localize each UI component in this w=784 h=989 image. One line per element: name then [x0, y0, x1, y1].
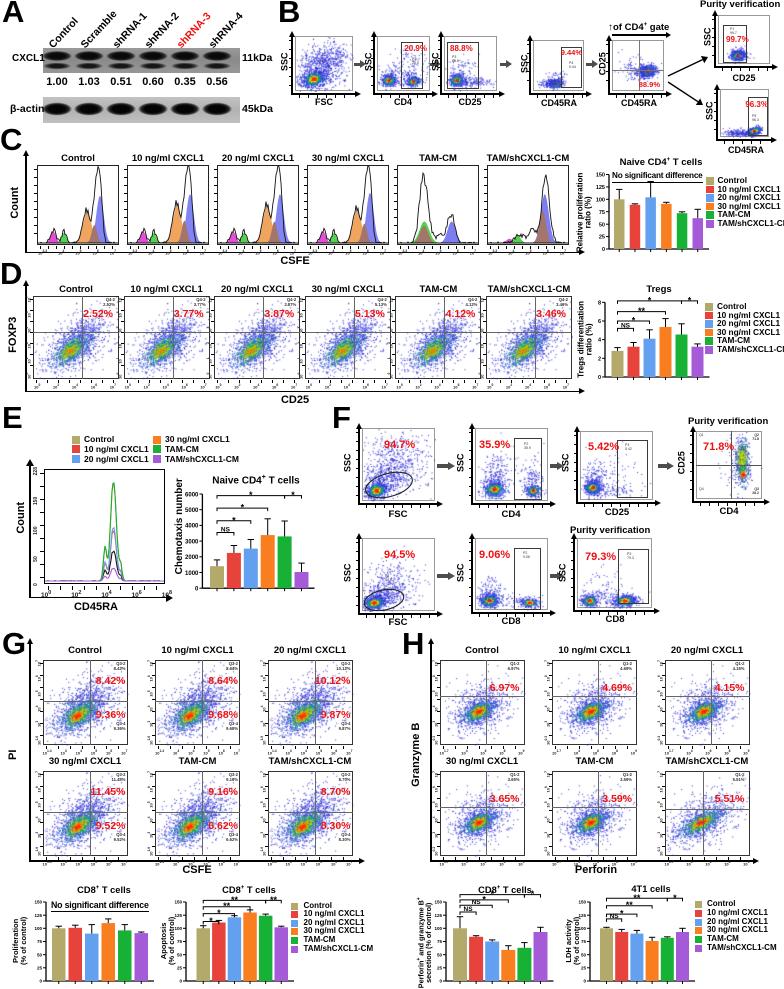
- svg-text:*: *: [232, 515, 236, 525]
- svg-text:*: *: [531, 889, 535, 899]
- svg-text:125: 125: [596, 185, 605, 191]
- svg-text:125: 125: [434, 913, 442, 918]
- svg-text:50: 50: [599, 222, 605, 228]
- svg-text:**: **: [231, 895, 239, 905]
- svg-text:125: 125: [34, 913, 42, 918]
- svg-text:NS: NS: [621, 322, 631, 329]
- svg-text:**: **: [270, 895, 278, 905]
- svg-text:100: 100: [174, 926, 182, 931]
- svg-text:125: 125: [174, 913, 182, 918]
- svg-text:*: *: [688, 295, 692, 305]
- svg-text:2000: 2000: [185, 555, 199, 561]
- svg-text:100: 100: [34, 926, 42, 931]
- svg-text:75: 75: [437, 939, 443, 944]
- svg-text:*: *: [291, 490, 295, 500]
- svg-text:150: 150: [34, 900, 42, 905]
- svg-text:*: *: [490, 889, 494, 899]
- svg-text:**: **: [223, 901, 231, 911]
- svg-text:75: 75: [599, 210, 605, 216]
- svg-text:NS: NS: [221, 527, 231, 534]
- svg-text:*: *: [217, 908, 221, 918]
- svg-text:**: **: [633, 893, 641, 903]
- svg-text:**: **: [626, 900, 634, 910]
- svg-text:*: *: [673, 893, 677, 903]
- svg-text:*: *: [249, 490, 253, 500]
- svg-text:100: 100: [578, 926, 586, 931]
- svg-text:150: 150: [174, 900, 182, 905]
- svg-text:150: 150: [596, 173, 605, 179]
- svg-text:25: 25: [37, 966, 43, 971]
- svg-text:0: 0: [195, 586, 199, 592]
- svg-text:150: 150: [578, 900, 586, 905]
- svg-text:75: 75: [581, 939, 587, 944]
- svg-text:25: 25: [581, 966, 587, 971]
- svg-text:*: *: [241, 503, 245, 513]
- svg-text:NS: NS: [610, 913, 620, 920]
- svg-text:0: 0: [583, 979, 586, 984]
- svg-text:6000: 6000: [185, 492, 199, 498]
- svg-text:50: 50: [177, 952, 183, 957]
- svg-text:**: **: [638, 306, 646, 316]
- svg-text:25: 25: [437, 966, 443, 971]
- svg-text:*: *: [620, 909, 624, 919]
- svg-text:0: 0: [598, 375, 601, 381]
- svg-text:25: 25: [177, 966, 183, 971]
- svg-text:50: 50: [437, 952, 443, 957]
- svg-text:100: 100: [434, 926, 442, 931]
- svg-text:2: 2: [598, 356, 601, 362]
- svg-text:125: 125: [578, 913, 586, 918]
- svg-text:NS: NS: [464, 906, 474, 913]
- svg-text:8: 8: [598, 300, 601, 306]
- svg-text:100: 100: [596, 197, 605, 203]
- svg-text:0: 0: [602, 247, 605, 253]
- svg-text:75: 75: [177, 939, 183, 944]
- svg-text:0: 0: [439, 979, 442, 984]
- svg-text:50: 50: [581, 952, 587, 957]
- svg-text:0: 0: [179, 979, 182, 984]
- svg-text:0: 0: [39, 979, 42, 984]
- svg-text:50: 50: [37, 952, 43, 957]
- svg-text:25: 25: [599, 235, 605, 241]
- svg-text:1000: 1000: [185, 571, 199, 577]
- svg-text:6: 6: [598, 319, 601, 325]
- svg-text:*: *: [648, 295, 652, 305]
- svg-text:*: *: [209, 916, 213, 926]
- svg-text:4000: 4000: [185, 524, 199, 530]
- svg-text:*: *: [632, 316, 636, 326]
- svg-text:NS: NS: [472, 899, 482, 906]
- svg-text:75: 75: [37, 939, 43, 944]
- svg-text:3000: 3000: [185, 539, 199, 545]
- svg-text:4: 4: [598, 338, 602, 344]
- svg-text:150: 150: [434, 900, 442, 905]
- svg-text:*: *: [482, 894, 486, 904]
- svg-text:5000: 5000: [185, 508, 199, 514]
